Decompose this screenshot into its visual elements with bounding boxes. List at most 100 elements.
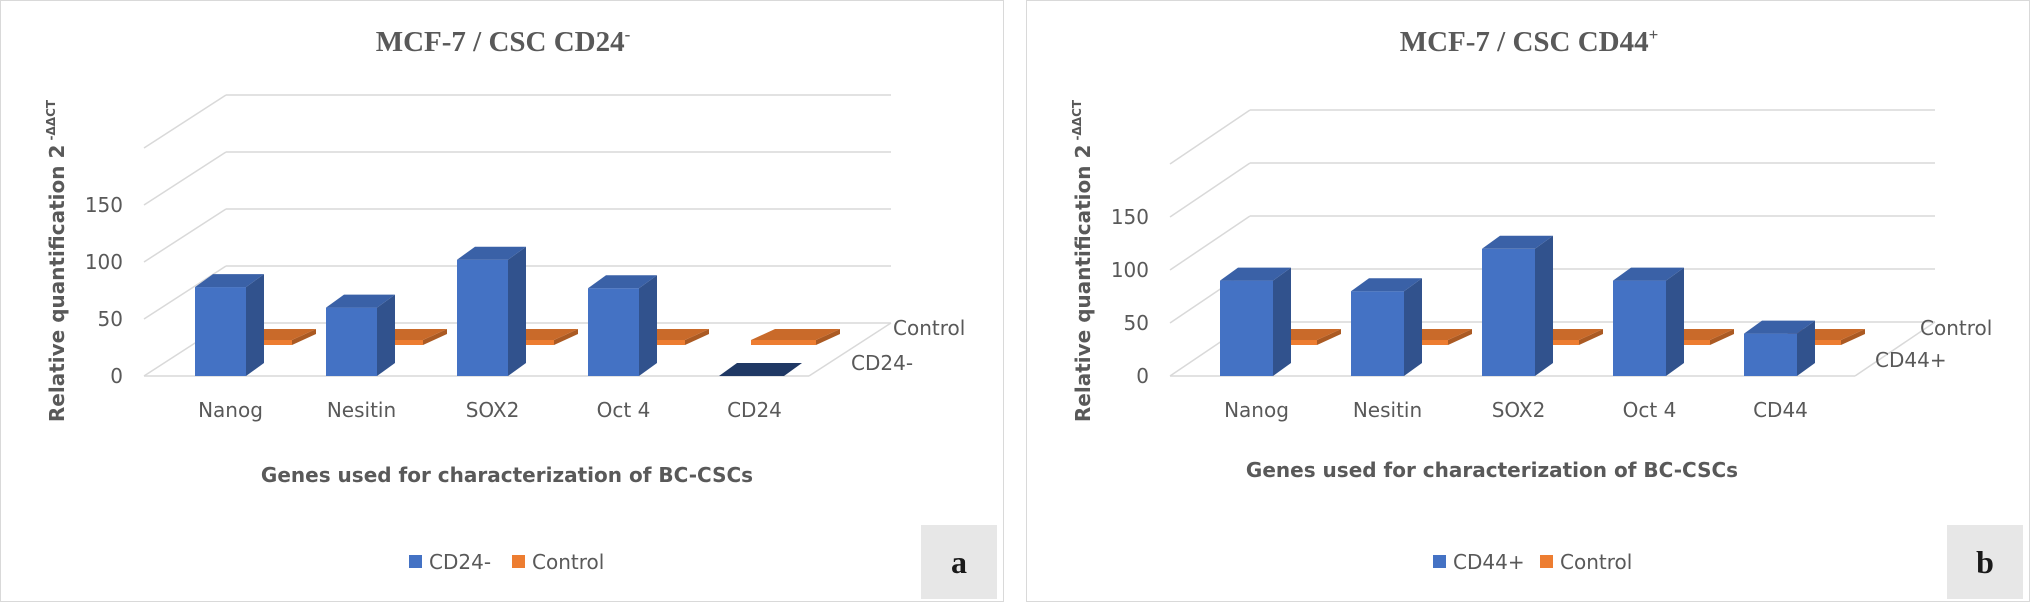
category-label-oct-4: Oct 4 bbox=[597, 398, 651, 422]
bar-cd24-oct-4-side bbox=[639, 275, 657, 376]
bar-cd44-cd44-side bbox=[1797, 320, 1815, 376]
y-axis-title: Relative quantification 2 -ΔΔCT bbox=[44, 99, 69, 422]
bar-cd24-oct-4-top bbox=[588, 275, 657, 289]
bar-cd44-cd44 bbox=[1744, 320, 1815, 376]
category-label-oct-4: Oct 4 bbox=[1623, 398, 1677, 422]
x-axis-title: Genes used for characterization of BC-CS… bbox=[261, 463, 753, 487]
legend-swatch-series-1 bbox=[409, 555, 422, 568]
legend: CD24- Control bbox=[409, 550, 604, 574]
depth-label-back: Control bbox=[1920, 316, 1992, 340]
y-tick-label: 100 bbox=[1111, 258, 1149, 282]
panel-label-badge: a bbox=[921, 525, 997, 599]
floor-side-edge bbox=[1854, 321, 1936, 377]
bar-cd44-sox2-front bbox=[1482, 248, 1535, 376]
bar-cd44-nanog-side bbox=[1273, 267, 1291, 376]
bar-cd24-sox2-top bbox=[457, 246, 526, 260]
y-tick-label: 150 bbox=[85, 193, 123, 217]
bar-cd24-sox2-side bbox=[508, 246, 526, 376]
gridline-side bbox=[1169, 162, 1251, 218]
category-label-nesitin: Nesitin bbox=[327, 398, 396, 422]
bar-control-oct-4-side bbox=[685, 329, 709, 345]
chart-a: MCF-7 / CSC CD24- 0 50 100 150 Nanog Nesitin… bbox=[44, 25, 965, 574]
bar-cd24-sox2-front bbox=[457, 259, 508, 376]
bar-control-nanog-side bbox=[292, 329, 316, 345]
bar-cd24-nanog-front bbox=[195, 287, 246, 376]
category-label-sox2: SOX2 bbox=[466, 398, 520, 422]
bar-control-cd24-side bbox=[816, 329, 840, 345]
bar-cd44-nanog-front bbox=[1220, 280, 1273, 376]
y-tick-label: 0 bbox=[110, 364, 123, 388]
y-tick-label: 100 bbox=[85, 250, 123, 274]
chart-panel-a: MCF-7 / CSC CD24- 0 50 100 150 Nanog Nesitin… bbox=[0, 0, 1004, 602]
chart-panel-b: MCF-7 / CSC CD44+ 0 50 100 150 Nanog Nesitin… bbox=[1026, 0, 2030, 602]
bar-control-cd24-front bbox=[751, 340, 816, 345]
floor-side-edge bbox=[808, 322, 892, 377]
bar-cd44-sox2-top bbox=[1482, 235, 1553, 249]
bar-cd44-sox2-side bbox=[1535, 235, 1553, 376]
bar-control-sox2-side bbox=[554, 329, 578, 345]
bar-cd24-nesitin-top bbox=[326, 294, 395, 308]
legend-swatch-series-2 bbox=[512, 555, 525, 568]
bar-cd44-sox2 bbox=[1482, 235, 1553, 376]
gridline-side bbox=[1169, 109, 1251, 165]
bar-cd44-oct-4-front bbox=[1613, 280, 1666, 376]
bar-cd24-nanog bbox=[195, 274, 264, 376]
y-tick-label: 150 bbox=[1111, 205, 1149, 229]
category-label-cd44: CD44 bbox=[1753, 398, 1808, 422]
y-tick-label: 0 bbox=[1136, 364, 1149, 388]
bar-cd24-oct-4-front bbox=[588, 288, 639, 376]
x-axis-title: Genes used for characterization of BC-CS… bbox=[1246, 458, 1738, 482]
category-label-cd24: CD24 bbox=[727, 398, 782, 422]
bar-cd44-nesitin-top bbox=[1351, 278, 1422, 292]
gridline-side bbox=[143, 94, 227, 149]
bar-cd24-sox2 bbox=[457, 246, 526, 376]
bar-cd24-nanog-side bbox=[246, 274, 264, 376]
legend-swatch-series-2 bbox=[1540, 555, 1553, 568]
bar-control-cd24-top bbox=[751, 329, 840, 340]
legend-label-series-2: Control bbox=[532, 550, 604, 574]
bar-control-nesitin-side bbox=[423, 329, 447, 345]
bar-control-cd24 bbox=[751, 329, 840, 345]
depth-label-front: CD24- bbox=[851, 351, 913, 375]
bar-control-cd44-side bbox=[1841, 329, 1865, 345]
bar-control-nesitin-side bbox=[1448, 329, 1472, 345]
bar-cd24-nesitin-front bbox=[326, 307, 377, 376]
bar-control-sox2-side bbox=[1579, 329, 1603, 345]
bar-cd24-cd24 bbox=[719, 363, 802, 376]
category-label-nanog: Nanog bbox=[198, 398, 263, 422]
bar-cd44-nanog-top bbox=[1220, 267, 1291, 281]
bar-cd44-oct-4-top bbox=[1613, 267, 1684, 281]
chart-b: MCF-7 / CSC CD44+ 0 50 100 150 Nanog Nesitin… bbox=[1070, 25, 1992, 574]
bar-cd44-cd44-top bbox=[1744, 320, 1815, 334]
depth-label-front: CD44+ bbox=[1875, 348, 1947, 372]
bar-cd44-nesitin-front bbox=[1351, 291, 1404, 376]
chart-title: MCF-7 / CSC CD24- bbox=[376, 25, 631, 58]
bar-cd24-oct-4 bbox=[588, 275, 657, 376]
category-label-sox2: SOX2 bbox=[1492, 398, 1546, 422]
chart-title: MCF-7 / CSC CD44+ bbox=[1400, 25, 1659, 58]
panel-label-badge: b bbox=[1947, 525, 2023, 599]
legend: CD44+ Control bbox=[1433, 550, 1632, 574]
category-label-nanog: Nanog bbox=[1224, 398, 1289, 422]
bar-control-nanog-side bbox=[1317, 329, 1341, 345]
y-tick-label: 50 bbox=[98, 307, 123, 331]
bar-cd44-cd44-front bbox=[1744, 333, 1797, 376]
bar-cd44-nanog bbox=[1220, 267, 1291, 376]
gridline-side bbox=[1169, 215, 1251, 271]
bar-cd44-oct-4-side bbox=[1666, 267, 1684, 376]
bar-cd24-nanog-top bbox=[195, 274, 264, 288]
legend-label-series-2: Control bbox=[1560, 550, 1632, 574]
bar-cd44-oct-4 bbox=[1613, 267, 1684, 376]
depth-label-back: Control bbox=[893, 316, 965, 340]
bar-cd44-nesitin bbox=[1351, 278, 1422, 376]
category-label-nesitin: Nesitin bbox=[1353, 398, 1422, 422]
legend-label-series-1: CD44+ bbox=[1453, 550, 1525, 574]
legend-swatch-series-1 bbox=[1433, 555, 1446, 568]
y-axis-title: Relative quantification 2 -ΔΔCT bbox=[1070, 99, 1095, 422]
legend-label-series-1: CD24- bbox=[429, 550, 491, 574]
bar-zero-footprint bbox=[719, 363, 802, 376]
bar-cd44-nesitin-side bbox=[1404, 278, 1422, 376]
bar-cd24-nesitin bbox=[326, 294, 395, 376]
bar-control-oct-4-side bbox=[1710, 329, 1734, 345]
y-tick-label: 50 bbox=[1124, 311, 1149, 335]
